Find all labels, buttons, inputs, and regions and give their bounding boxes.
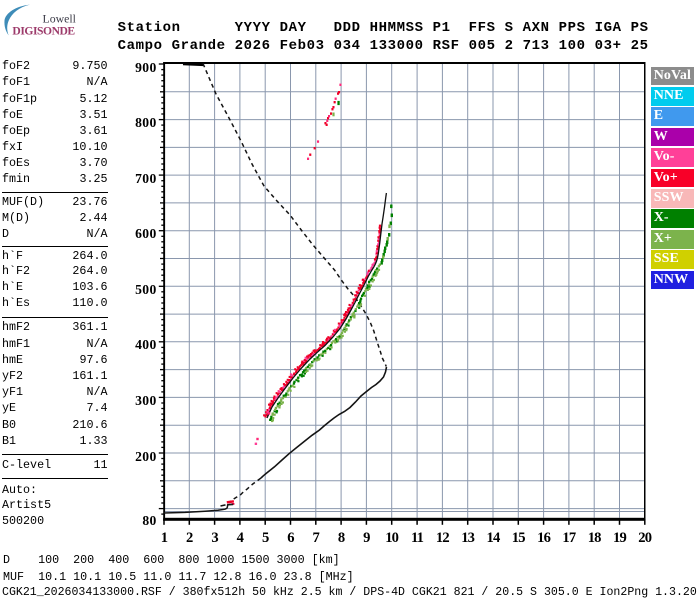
svg-text:Lowell: Lowell xyxy=(43,11,77,25)
svg-text:DIGISONDE: DIGISONDE xyxy=(12,24,75,37)
